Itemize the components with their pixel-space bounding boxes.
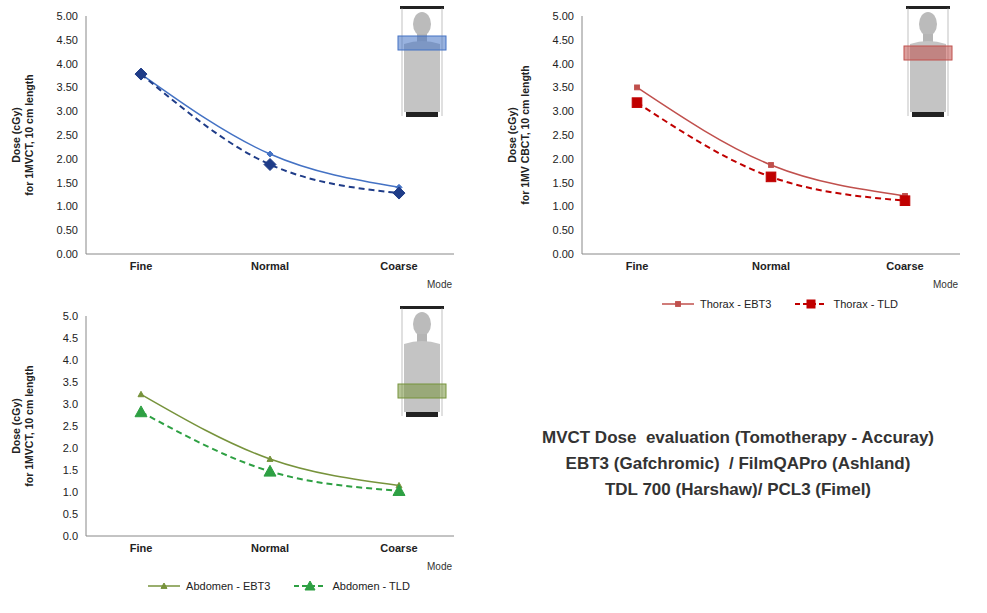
svg-text:Fine: Fine: [626, 260, 649, 272]
html-text:MVCT Dose evaluation (Tomother: MVCT Dose evaluation (Tomotherapy - Accu…: [542, 428, 934, 447]
svg-text:2.00: 2.00: [553, 153, 574, 165]
svg-text:5.00: 5.00: [57, 10, 78, 22]
svg-text:0.0: 0.0: [63, 530, 78, 542]
svg-text:Coarse: Coarse: [380, 260, 417, 272]
svg-text:for 1MV CBCT, 10 cm length: for 1MV CBCT, 10 cm length: [519, 65, 531, 204]
svg-text:Dose (cGy): Dose (cGy): [10, 398, 22, 453]
svg-text:for 1MVCT, 10 cm length: for 1MVCT, 10 cm length: [23, 74, 35, 195]
svg-text:4.50: 4.50: [57, 34, 78, 46]
svg-text:0.50: 0.50: [57, 224, 78, 236]
svg-text:Dose (cGy): Dose (cGy): [506, 107, 518, 162]
svg-text:2.50: 2.50: [553, 129, 574, 141]
html-text:Thorax - TLD: Thorax - TLD: [833, 298, 899, 310]
svg-text:3.50: 3.50: [553, 81, 574, 93]
svg-text:1.50: 1.50: [57, 177, 78, 189]
svg-text:2.00: 2.00: [57, 153, 78, 165]
svg-text:Fine: Fine: [130, 260, 153, 272]
svg-text:2.0: 2.0: [63, 442, 78, 454]
svg-text:3.00: 3.00: [57, 105, 78, 117]
html-text:Abdomen - EBT3: Abdomen - EBT3: [186, 580, 271, 592]
svg-text:Coarse: Coarse: [886, 260, 923, 272]
svg-text:4.00: 4.00: [553, 58, 574, 70]
svg-text:2.50: 2.50: [57, 129, 78, 141]
svg-text:Dose (cGy): Dose (cGy): [10, 107, 22, 162]
svg-text:1.00: 1.00: [553, 200, 574, 212]
svg-text:Mode: Mode: [933, 279, 958, 290]
svg-text:for 1MVCT, 10 cm length: for 1MVCT, 10 cm length: [23, 365, 35, 486]
html-text:EBT3 (Gafchromic) / FilmQAPro: EBT3 (Gafchromic) / FilmQAPro (Ashland): [565, 454, 911, 473]
svg-text:4.00: 4.00: [57, 58, 78, 70]
svg-text:3.5: 3.5: [63, 376, 78, 388]
svg-text:0.5: 0.5: [63, 508, 78, 520]
svg-text:4.50: 4.50: [553, 34, 574, 46]
html-text:Abdomen - TLD: Abdomen - TLD: [332, 580, 410, 592]
svg-text:Mode: Mode: [427, 279, 452, 290]
svg-text:Normal: Normal: [251, 542, 289, 554]
svg-text:4.5: 4.5: [63, 332, 78, 344]
svg-text:5.0: 5.0: [63, 310, 78, 322]
svg-text:3.50: 3.50: [57, 81, 78, 93]
svg-text:1.0: 1.0: [63, 486, 78, 498]
svg-text:5.00: 5.00: [553, 10, 574, 22]
svg-text:1.50: 1.50: [553, 177, 574, 189]
svg-text:1.00: 1.00: [57, 200, 78, 212]
svg-text:Normal: Normal: [752, 260, 790, 272]
svg-text:1.5: 1.5: [63, 464, 78, 476]
svg-text:0.50: 0.50: [553, 224, 574, 236]
svg-text:Normal: Normal: [251, 260, 289, 272]
svg-text:0.00: 0.00: [553, 248, 574, 260]
html-text:TDL 700 (Harshaw)/ PCL3 (Fimel: TDL 700 (Harshaw)/ PCL3 (Fimel): [605, 480, 871, 499]
svg-text:Mode: Mode: [427, 561, 452, 572]
svg-text:3.00: 3.00: [553, 105, 574, 117]
svg-text:4.0: 4.0: [63, 354, 78, 366]
svg-text:2.5: 2.5: [63, 420, 78, 432]
svg-text:0.00: 0.00: [57, 248, 78, 260]
svg-text:Fine: Fine: [130, 542, 153, 554]
svg-text:3.0: 3.0: [63, 398, 78, 410]
html-text:Thorax - EBT3: Thorax - EBT3: [699, 298, 772, 310]
svg-text:Coarse: Coarse: [380, 542, 417, 554]
